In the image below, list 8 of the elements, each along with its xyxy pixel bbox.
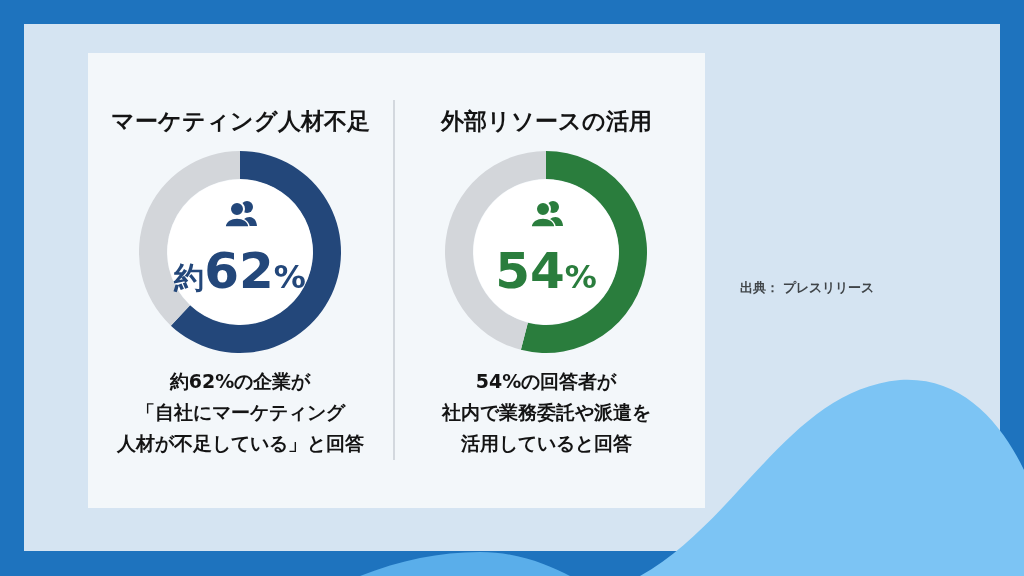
text: 54%の回答者が社内で業務委託や派遣を活用していると回答 [440, 370, 651, 454]
donut-slice [170, 151, 341, 353]
data-label: 約62% [173, 242, 306, 300]
source-note: 出典： プレスリリース [740, 280, 875, 295]
text: 約62%の企業が「自社にマーケティング人材が不足している」と回答 [115, 370, 364, 454]
chart-title: マーケティング人材不足 [110, 108, 370, 134]
data-label: 54% [495, 242, 597, 300]
chart-title: 外部リソースの活用 [439, 108, 652, 134]
